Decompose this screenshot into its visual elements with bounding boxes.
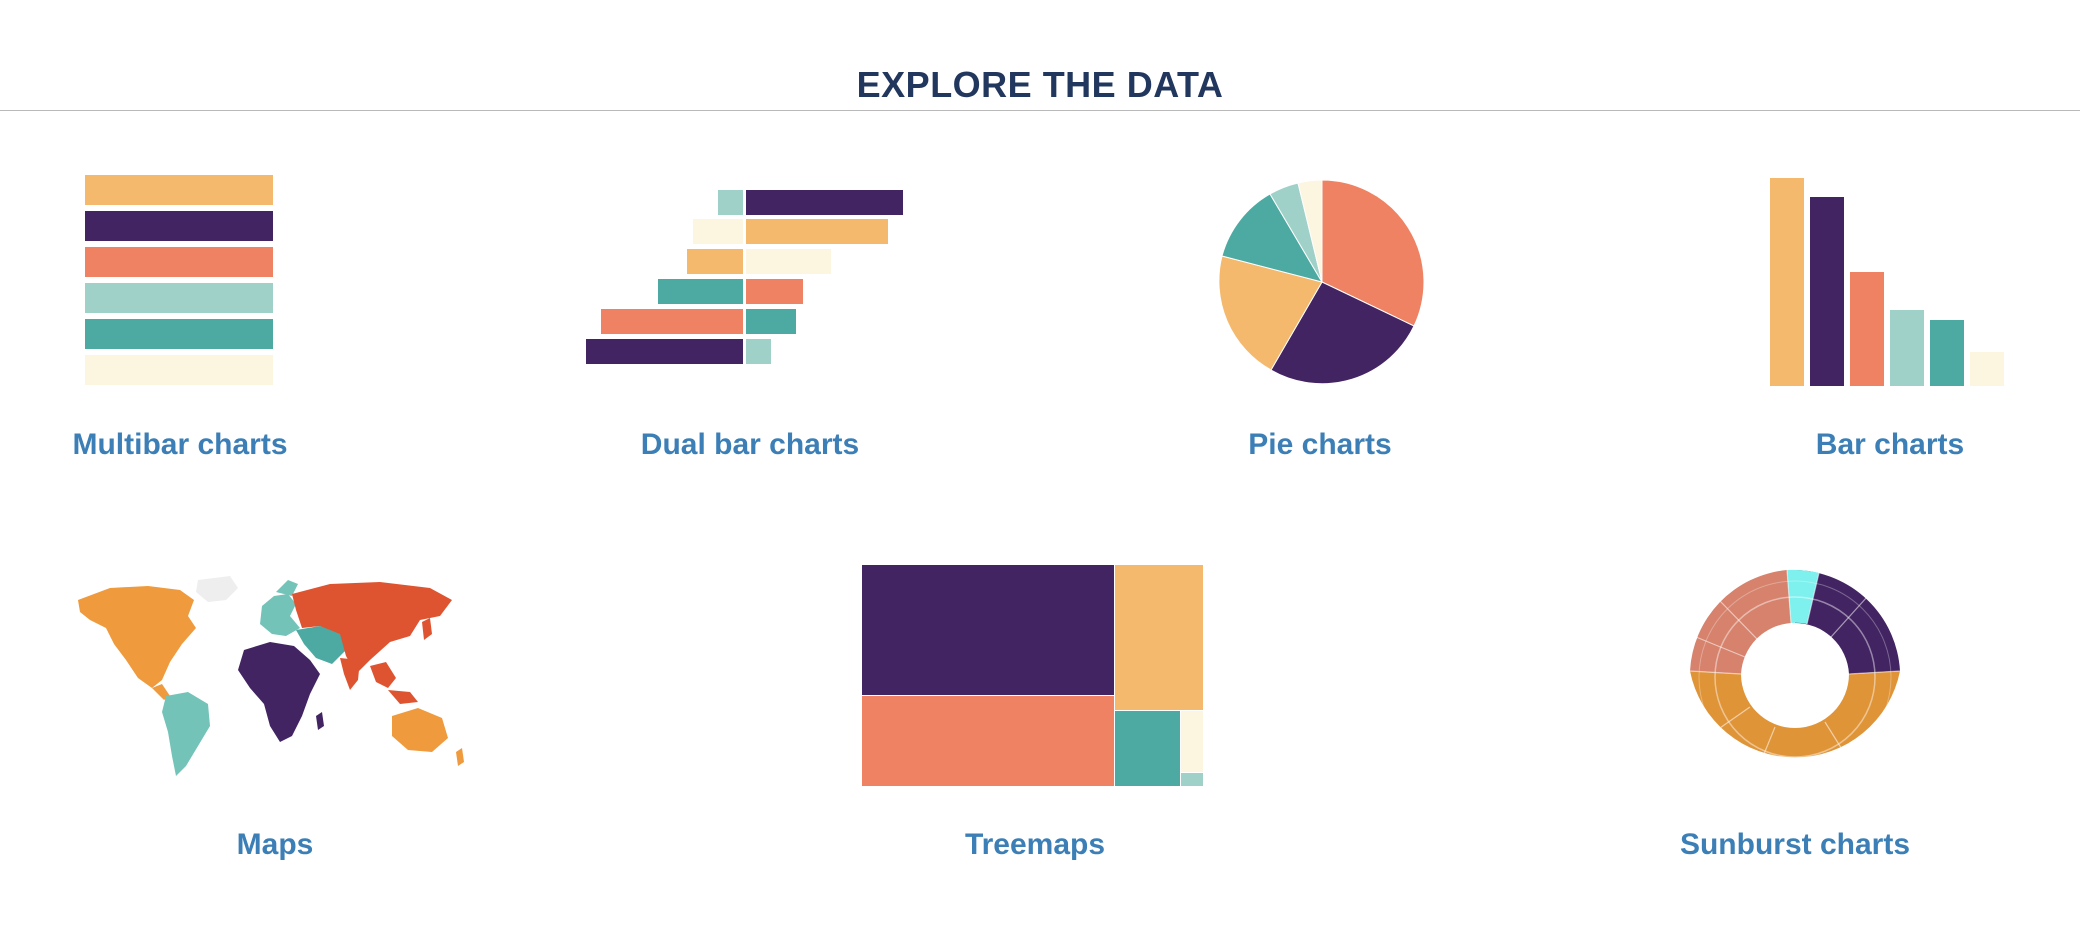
world-map-icon — [78, 576, 464, 776]
dual-bar-chart-icon — [586, 190, 903, 364]
tile-bar-charts[interactable]: Bar charts — [1760, 170, 2020, 470]
tile-label: Multibar charts — [72, 428, 288, 461]
tile-label: Maps — [236, 828, 314, 861]
tile-treemaps[interactable]: Treemaps — [860, 565, 1210, 870]
pie-chart-icon — [1218, 179, 1425, 385]
tile-dual-bar-charts[interactable]: Dual bar charts — [580, 180, 920, 470]
tile-maps[interactable]: Maps — [70, 570, 480, 870]
tile-label: Sunburst charts — [1679, 828, 1911, 861]
tile-label: Treemaps — [964, 828, 1106, 861]
treemap-icon — [862, 565, 1203, 786]
tile-pie-charts[interactable]: Pie charts — [1200, 170, 1440, 470]
tile-label: Bar charts — [1815, 428, 1965, 461]
page-title: EXPLORE THE DATA — [856, 64, 1224, 105]
bar-chart-icon — [1770, 178, 2004, 386]
title-divider — [0, 110, 2080, 111]
tile-sunburst-charts[interactable]: Sunburst charts — [1670, 565, 1920, 870]
sunburst-chart-icon — [1689, 569, 1901, 777]
tile-label: Pie charts — [1248, 428, 1392, 461]
tile-label: Dual bar charts — [640, 428, 860, 461]
multibar-chart-icon — [85, 175, 273, 385]
tile-multibar-charts[interactable]: Multibar charts — [60, 170, 300, 470]
